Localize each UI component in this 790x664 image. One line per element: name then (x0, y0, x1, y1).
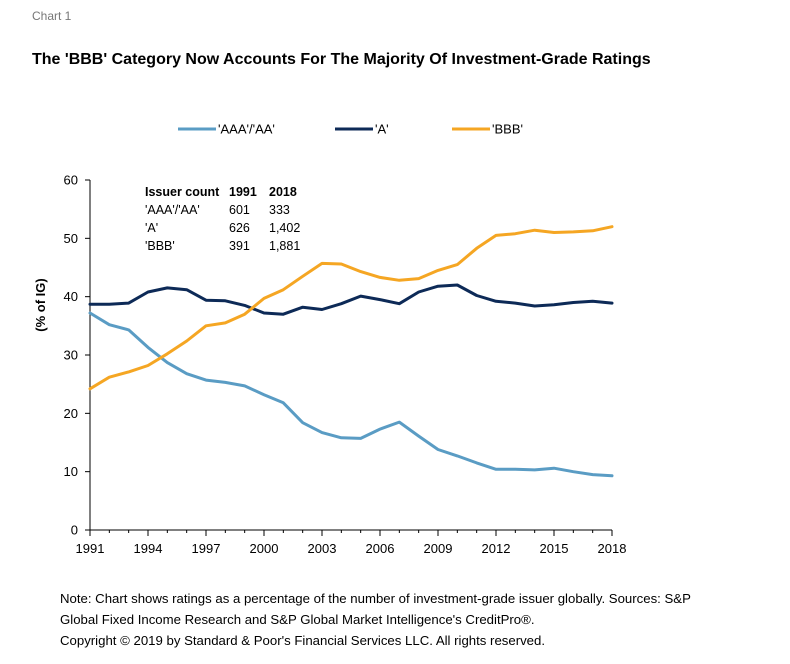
table-cell: 626 (229, 221, 250, 235)
series-lines (88, 225, 614, 478)
y-tick-label: 60 (64, 173, 78, 188)
footnote: Note: Chart shows ratings as a percentag… (60, 588, 780, 651)
line-chart: 'AAA'/'AA' 'A' 'BBB' 0 10 20 30 40 50 60 1991 1994… (33, 122, 627, 557)
legend-label-1: 'A' (375, 122, 389, 137)
note-line-2: Global Fixed Income Research and S&P Glo… (60, 612, 535, 627)
table-cell: 'BBB' (145, 239, 175, 253)
x-tick-label: 2015 (540, 541, 569, 556)
x-tick-label: 2018 (598, 541, 627, 556)
note-line-1: Note: Chart shows ratings as a percentag… (60, 591, 691, 606)
x-tick-label: 2000 (250, 541, 279, 556)
table-header-cell: Issuer count (145, 185, 220, 199)
table-header-cell: 1991 (229, 185, 257, 199)
legend-label-2: 'BBB' (492, 122, 523, 137)
series-line-2 (88, 225, 614, 391)
issuer-count-table: Issuer count 1991 2018 'AAA'/'AA' 601 333 'A' 6… (145, 185, 300, 253)
x-tick-label: 2009 (424, 541, 453, 556)
table-cell: 'AAA'/'AA' (145, 203, 200, 217)
x-tick-label: 1997 (192, 541, 221, 556)
table-cell: 1,402 (269, 221, 300, 235)
y-tick-label: 50 (64, 231, 78, 246)
copyright-line: Copyright © 2019 by Standard & Poor's Fi… (60, 633, 546, 648)
x-tick-label: 2006 (366, 541, 395, 556)
table-cell: 601 (229, 203, 250, 217)
x-tick-label: 2003 (308, 541, 337, 556)
y-tick-label: 20 (64, 406, 78, 421)
axes: 0 10 20 30 40 50 60 1991 1994 1997 2000 2003 2006 200… (64, 173, 627, 557)
table-cell: 333 (269, 203, 290, 217)
y-axis-title: (% of IG) (33, 278, 48, 331)
x-tick-label: 1991 (76, 541, 105, 556)
y-tick-label: 0 (71, 523, 78, 538)
legend-label-0: 'AAA'/'AA' (218, 122, 275, 137)
table-cell: 1,881 (269, 239, 300, 253)
series-line-1 (88, 283, 614, 316)
series-line-0 (88, 311, 614, 478)
chart-title: The 'BBB' Category Now Accounts For The … (32, 51, 651, 68)
table-header-cell: 2018 (269, 185, 297, 199)
x-tick-label: 2012 (482, 541, 511, 556)
y-tick-label: 10 (64, 464, 78, 479)
table-cell: 391 (229, 239, 250, 253)
table-cell: 'A' (145, 221, 158, 235)
chart-number-label: Chart 1 (32, 9, 72, 23)
x-tick-label: 1994 (134, 541, 163, 556)
y-tick-label: 30 (64, 348, 78, 363)
legend: 'AAA'/'AA' 'A' 'BBB' (178, 122, 523, 137)
y-tick-label: 40 (64, 289, 78, 304)
